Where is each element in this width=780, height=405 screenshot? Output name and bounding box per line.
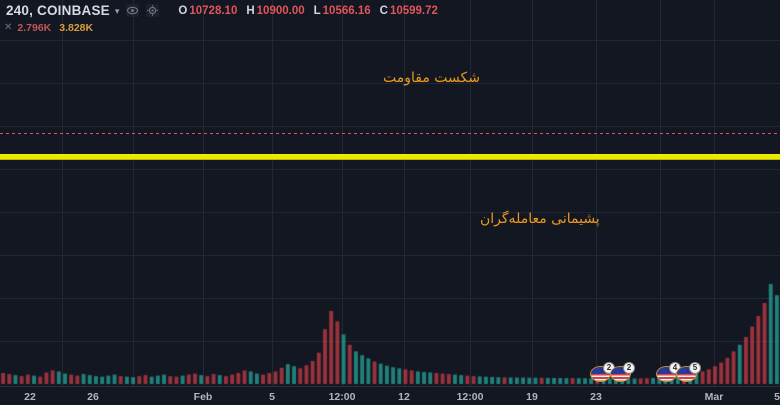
x-axis-tick: 26 (87, 391, 99, 403)
x-axis-tick: 5 (774, 391, 780, 403)
x-axis-tick: 19 (526, 391, 538, 403)
economic-event-flag[interactable]: 4 (656, 362, 681, 382)
annotation-trader-remorse: پشیمانی معامله‌گران (480, 211, 600, 227)
annotation-resistance-break: شکست مقاومت (383, 70, 481, 86)
economic-event-flag[interactable]: 2 (590, 362, 615, 382)
economic-event-flag[interactable]: 2 (610, 362, 635, 382)
event-count-badge: 5 (689, 362, 701, 374)
x-axis-tick: Feb (193, 391, 213, 403)
dotted-price-level-line[interactable] (0, 133, 780, 134)
annotation-arrows (0, 0, 780, 386)
x-axis-tick: 5 (269, 391, 275, 403)
chart-plot-area[interactable] (0, 0, 780, 386)
economic-event-flag[interactable]: 5 (676, 362, 701, 382)
x-axis-tick: 12:00 (456, 391, 484, 403)
support-resistance-line[interactable] (0, 154, 780, 160)
x-axis[interactable]: 22 26 Feb 5 12:00 12 12:00 19 23 Mar 5 (0, 386, 780, 405)
x-axis-tick: 12 (398, 391, 410, 403)
x-axis-tick: 22 (24, 391, 36, 403)
x-axis-tick: 23 (590, 391, 602, 403)
x-axis-tick: Mar (704, 391, 724, 403)
x-axis-tick: 12:00 (328, 391, 356, 403)
event-count-badge: 2 (623, 362, 635, 374)
